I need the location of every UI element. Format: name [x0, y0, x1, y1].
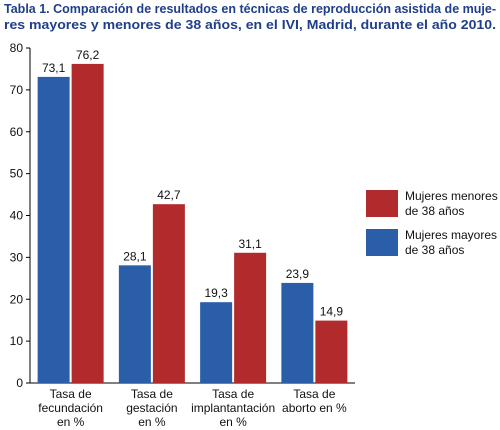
- x-tick-label-line: Tasa de: [131, 387, 173, 401]
- bar: [152, 204, 185, 383]
- legend-swatch: [366, 190, 398, 217]
- bar: [315, 320, 348, 383]
- bar: [37, 76, 70, 384]
- legend-label-line: Mujeres mayores: [405, 228, 497, 242]
- bar: [200, 302, 233, 383]
- bar: [118, 265, 151, 383]
- x-tick-label-line: Tasa de: [293, 387, 335, 401]
- y-tick-label: 40: [10, 209, 24, 223]
- x-tick-label-line: Tasa de: [50, 387, 92, 401]
- chart-title: res mayores y menores de 38 años, en el …: [4, 17, 496, 32]
- y-tick-label: 10: [10, 334, 24, 348]
- legend-label-line: de 38 años: [405, 204, 464, 218]
- x-tick-label-line: aborto en %: [282, 401, 347, 415]
- value-label: 73,1: [42, 61, 66, 75]
- value-label: 19,3: [204, 286, 228, 300]
- y-tick-label: 80: [10, 41, 24, 55]
- x-tick-label: Tasa de gestación en %: [126, 387, 177, 429]
- y-tick-label: 70: [10, 83, 24, 97]
- chart-title: Tabla 1. Comparación de resultados en té…: [4, 1, 496, 16]
- legend-label-line: Mujeres menores: [405, 189, 498, 203]
- value-label: 28,1: [123, 249, 147, 263]
- value-label: 31,1: [238, 237, 262, 251]
- x-tick-label: Tasa de aborto en %: [282, 387, 347, 415]
- x-tick-label: Tasa de implantantación en %: [191, 387, 275, 429]
- value-label: 76,2: [76, 48, 100, 62]
- y-tick-label: 0: [16, 376, 23, 390]
- x-tick-label-line: en %: [57, 415, 85, 429]
- x-tick-label-line: fecundación: [38, 401, 103, 415]
- legend-label-line: de 38 años: [405, 243, 464, 257]
- y-tick-label: 60: [10, 125, 24, 139]
- value-label: 42,7: [157, 188, 181, 202]
- y-tick-label: 30: [10, 250, 24, 264]
- y-tick-label: 50: [10, 167, 24, 181]
- x-tick-label-line: en %: [219, 415, 247, 429]
- bar: [234, 252, 267, 383]
- x-tick-label-line: Tasa de: [212, 387, 254, 401]
- x-tick-label-line: gestación: [126, 401, 177, 415]
- x-tick-label: Tasa de fecundación en %: [38, 387, 103, 429]
- y-tick-label: 20: [10, 292, 24, 306]
- x-tick-label-line: implantantación: [191, 401, 275, 415]
- value-label: 14,9: [320, 305, 344, 319]
- bar: [281, 282, 314, 383]
- bar: [71, 63, 104, 383]
- x-tick-label-line: en %: [138, 415, 166, 429]
- legend-label: Mujeres menores de 38 años: [405, 189, 498, 218]
- legend-label: Mujeres mayores de 38 años: [405, 228, 497, 257]
- value-label: 23,9: [286, 267, 310, 281]
- legend-swatch: [366, 229, 398, 256]
